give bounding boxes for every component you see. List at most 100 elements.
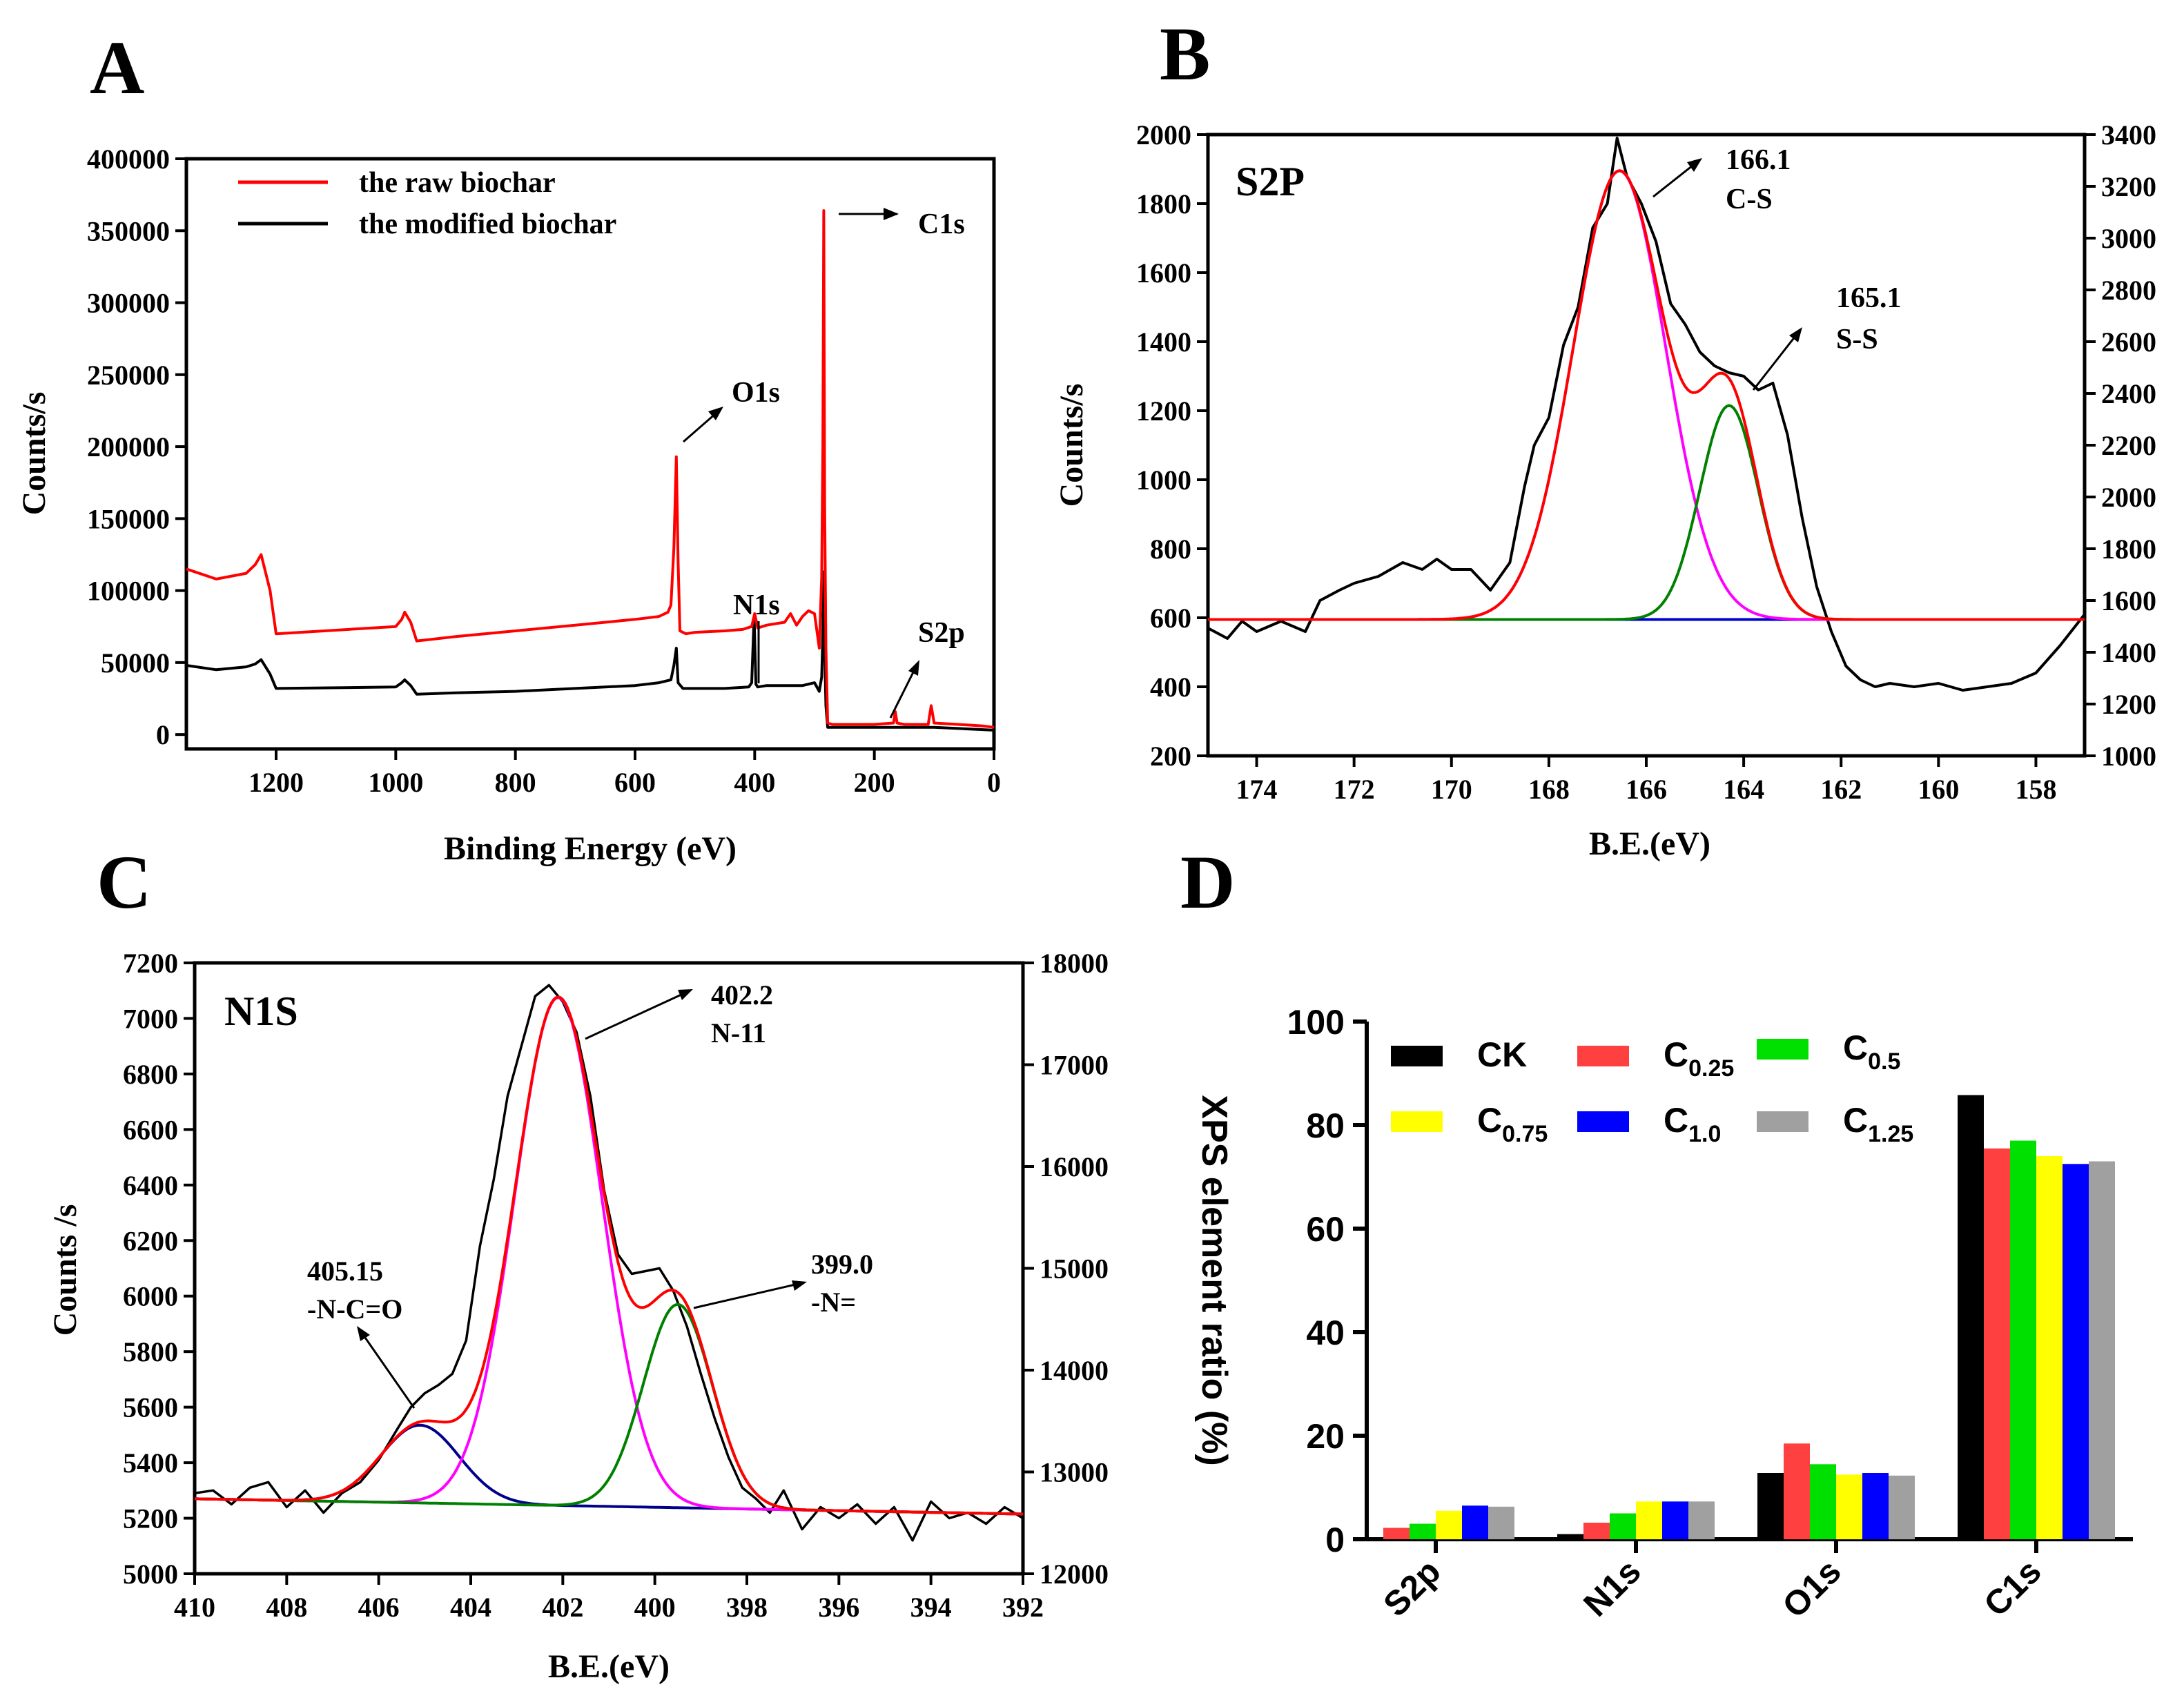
fit-envelope-line [1208,169,2085,621]
panel-d-y-ticks: 0 20 40 60 80 100 [1287,1003,1367,1559]
annot-c-p2-arrow [585,989,691,1040]
x-tick-label: 0 [987,767,1001,798]
y2-tick-label: 18000 [1040,948,1109,979]
x-tick-label: 1200 [248,767,304,798]
y2-tick-label: 14000 [1040,1355,1109,1386]
panel-b-y-axis: 200 400 600 800 1000 1200 1400 1600 1800 2000 [1136,119,1208,772]
y-tick-label: 350000 [87,215,170,246]
panel-c-xlabel: B.E.(eV) [548,1648,670,1685]
annot-c1s-arrowhead [884,208,899,220]
x-tick-label: 172 [1334,774,1375,805]
legend-swatch-c0_25 [1577,1046,1629,1066]
annot-n1s: N1s [733,589,780,621]
panel-letter-c: C [97,840,151,924]
bar-o1s-c0_5 [1810,1464,1836,1540]
bar-c1s-c0_25 [1984,1148,2010,1540]
x-tick-label: C1s [1976,1552,2048,1623]
bar-s2p-c0_75 [1436,1510,1462,1540]
legend-swatch-c1_0 [1577,1111,1629,1132]
legend-label-c1_0: C1.0 [1664,1101,1721,1147]
bar-n1s-c1_0 [1662,1501,1688,1540]
y-tick-label: 60 [1306,1210,1345,1249]
x-tick-label: 162 [1820,774,1862,805]
x-tick-label: 170 [1431,774,1472,805]
panel-a-y-axis: 0 50000 100000 150000 200000 250000 300000 3500… [87,144,186,750]
y-tick-label: 400 [1150,672,1191,703]
y-tick-label: 600 [1150,603,1191,634]
legend-label-c1_25: C1.25 [1843,1101,1913,1147]
x-tick-label: 600 [614,767,656,798]
y-tick-label: 6800 [123,1059,178,1090]
x-tick-label: 158 [2015,774,2056,805]
y2-tick-label: 17000 [1040,1050,1109,1081]
annot-c-p3-arrow [693,1281,805,1309]
y-tick-label: 300000 [87,288,170,319]
x-tick-label: 410 [174,1592,215,1623]
bar-s2p-c0_25 [1383,1528,1410,1539]
panel-d-element-ratio-bars: 0 20 40 60 80 100 S2p N1s O1s C1s CK C0.25 C0.5 C0.… [1194,1003,2133,1626]
panel-c-x-axis: 410 408 406 404 402 400 398 396 394 392 [174,1574,1044,1623]
y2-tick-label: 3200 [2101,171,2156,202]
bar-n1s-c1_25 [1688,1501,1715,1540]
y2-tick-label: 2400 [2101,378,2156,409]
bar-n1s-c0_75 [1636,1501,1662,1540]
panel-a-x-axis: 1200 1000 800 600 400 200 0 [248,749,1001,798]
bar-o1s-c0_75 [1836,1474,1862,1540]
y-tick-label: 200000 [87,431,170,462]
bar-c1s-c0_75 [2036,1156,2063,1539]
panel-a-series [186,209,995,732]
annot-c-p1: 405.15 [307,1256,383,1287]
fit-peak-s-s [1208,404,2085,621]
x-tick-label: 396 [818,1592,859,1623]
y-tick-label: 20 [1306,1417,1345,1456]
annot-s2p-arrowhead [908,660,919,676]
y-tick-label: 1600 [1136,257,1191,289]
x-tick-label: S2p [1376,1552,1447,1623]
y2-tick-label: 1600 [2101,585,2156,616]
bar-o1s-c1_0 [1862,1473,1889,1539]
y2-tick-label: 1800 [2101,534,2156,565]
annot-b-p1-arrowhead [1687,158,1702,172]
panel-b-ylabel: Counts/s [1053,384,1090,507]
annot-b-p1-label: C-S [1726,184,1773,215]
x-tick-label: 166 [1626,774,1667,805]
panel-d-legend: CK C0.25 C0.5 C0.75 C1.0 C1.25 [1391,1028,1913,1147]
legend-label-c0_25: C0.25 [1664,1035,1734,1082]
legend-swatch-ck [1391,1046,1443,1066]
bar-s2p-c1_25 [1488,1506,1514,1540]
y-tick-label: 50000 [101,647,170,679]
y-tick-label: 80 [1306,1106,1345,1145]
bar-c1s-c1_0 [2063,1164,2089,1540]
x-tick-label: 394 [910,1592,952,1623]
y-tick-label: 1200 [1136,396,1191,427]
panel-a-xlabel: Binding Energy (eV) [444,830,737,867]
bar-c1s-ck [1958,1095,1984,1539]
y-tick-label: 40 [1306,1314,1345,1352]
annot-b-p1: 166.1 [1726,144,1791,176]
x-tick-label: 400 [634,1592,676,1623]
bar-n1s-ck [1557,1534,1583,1539]
panel-b-y2-axis: 1000 1200 1400 1600 1800 2000 2200 2400 2600 2800… [2085,119,2156,772]
legend-label-modified: the modified biochar [359,208,616,240]
y2-tick-label: 1000 [2101,741,2156,772]
x-tick-label: N1s [1576,1552,1648,1623]
legend-label-ck: CK [1477,1035,1527,1074]
x-tick-label: 800 [495,767,536,798]
panel-b-s2p-spectrum: 200 400 600 800 1000 1200 1400 1600 1800 2000 100… [1053,119,2156,862]
y-tick-label: 6000 [123,1281,178,1312]
panel-c-ylabel: Counts /s [47,1204,84,1336]
annot-b-p2: 165.1 [1836,282,1902,314]
y2-tick-label: 2800 [2101,275,2156,306]
panel-b-title: S2P [1236,159,1305,204]
y-tick-label: 5000 [123,1559,178,1590]
y-tick-label: 6600 [123,1114,178,1145]
y2-tick-label: 3000 [2101,223,2156,254]
annot-o1s-arrowhead [708,407,723,420]
series-line-modified [186,570,995,732]
y-tick-label: 6400 [123,1170,178,1201]
y2-tick-label: 15000 [1040,1253,1109,1285]
panel-letter-a: A [90,26,144,110]
bar-c1s-c1_25 [2089,1161,2115,1539]
panel-a-frame [184,157,996,751]
